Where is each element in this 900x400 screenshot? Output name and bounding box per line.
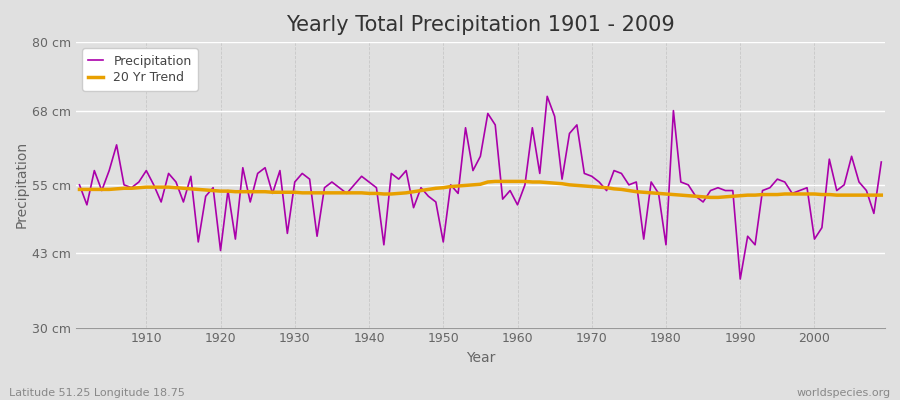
20 Yr Trend (133, 185, 144, 190)
X-axis label: Year: Year (465, 351, 495, 365)
Y-axis label: Precipitation: Precipitation (15, 141, 29, 228)
Title: Yearly Total Precipitation 1901 - 2009: Yearly Total Precipitation 1901 - 2009 (286, 15, 675, 35)
Precipitation (341, 191, 352, 196)
20 Yr Trend (74, 187, 85, 192)
20 Yr Trend (876, 193, 886, 198)
Line: 20 Yr Trend: 20 Yr Trend (79, 182, 881, 198)
20 Yr Trend (512, 179, 523, 184)
Precipitation (734, 277, 745, 282)
Precipitation (505, 188, 516, 193)
20 Yr Trend (705, 195, 716, 200)
20 Yr Trend (608, 186, 619, 191)
Text: Latitude 51.25 Longitude 18.75: Latitude 51.25 Longitude 18.75 (9, 388, 184, 398)
Line: Precipitation: Precipitation (79, 96, 881, 279)
Precipitation (608, 168, 619, 173)
Precipitation (542, 94, 553, 99)
Precipitation (74, 182, 85, 187)
Text: worldspecies.org: worldspecies.org (796, 388, 891, 398)
Precipitation (297, 171, 308, 176)
Precipitation (512, 202, 523, 207)
20 Yr Trend (341, 190, 352, 195)
20 Yr Trend (490, 179, 500, 184)
Legend: Precipitation, 20 Yr Trend: Precipitation, 20 Yr Trend (82, 48, 198, 91)
Precipitation (876, 160, 886, 164)
20 Yr Trend (297, 190, 308, 195)
Precipitation (133, 180, 144, 184)
20 Yr Trend (519, 179, 530, 184)
